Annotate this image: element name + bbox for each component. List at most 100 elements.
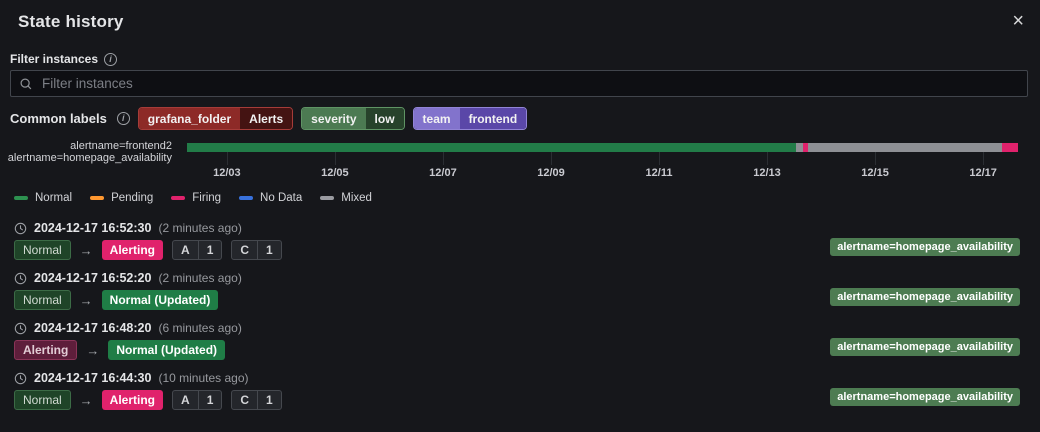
legend-swatch-icon [14, 196, 28, 200]
timeline-tick-lines [187, 152, 1018, 165]
state-from-badge: Normal [14, 290, 71, 310]
label-badge-key: team [413, 108, 460, 129]
legend-item: Mixed [320, 192, 372, 204]
query-counter-badge: C 1 [231, 390, 282, 410]
legend-item: Normal [14, 192, 72, 204]
entry-relative-time: (6 minutes ago) [158, 321, 242, 335]
state-history-list: 2024-12-17 16:52:30 (2 minutes ago) Norm… [14, 218, 1020, 418]
axis-tick-label: 12/05 [321, 167, 349, 179]
legend-label: Mixed [341, 192, 372, 204]
arrow-right-icon: → [79, 292, 93, 308]
legend-label: Pending [111, 192, 154, 204]
history-entry: 2024-12-17 16:52:30 (2 minutes ago) Norm… [14, 218, 1020, 268]
filter-instances-label-text: Filter instances [10, 52, 99, 66]
axis-tick-label: 12/17 [969, 167, 997, 179]
legend-swatch-icon [171, 196, 186, 200]
label-badge-value: frontend [459, 108, 527, 129]
history-entry: 2024-12-17 16:52:20 (2 minutes ago) Norm… [14, 268, 1020, 318]
entry-relative-time: (10 minutes ago) [158, 371, 249, 385]
entry-relative-time: (2 minutes ago) [158, 221, 242, 235]
state-to-badge: Normal (Updated) [108, 340, 226, 360]
label-badge: team frontend [412, 107, 528, 130]
legend-item: Pending [90, 192, 153, 204]
counter-value: 1 [197, 241, 222, 259]
entry-transition: Alerting → Normal (Updated) [14, 340, 1020, 360]
state-from-badge: Normal [14, 240, 71, 260]
page-title: State history [18, 12, 124, 31]
entry-header: 2024-12-17 16:52:30 (2 minutes ago) [14, 218, 1020, 235]
state-to-badge: Normal (Updated) [101, 290, 219, 310]
instance-label-badge: alertname=homepage_availability [830, 238, 1020, 256]
label-badge: grafana_folder Alerts [137, 107, 294, 130]
timeline-segment-firing [1001, 143, 1018, 152]
timeline-segment-mixed [796, 143, 804, 152]
timeline-axis-labels: 12/03 12/05 12/07 12/09 12/11 12/13 12/15 12/17 [187, 167, 1018, 181]
legend-label: Firing [192, 192, 222, 204]
state-from-badge: Normal [14, 390, 71, 410]
state-from-badge: Alerting [14, 340, 78, 360]
instance-label-badge: alertname=homepage_availability [830, 338, 1020, 356]
entry-header: 2024-12-17 16:44:30 (10 minutes ago) [14, 368, 1020, 385]
axis-tick-label: 12/09 [537, 167, 565, 179]
entry-relative-time: (2 minutes ago) [158, 271, 242, 285]
legend-item: No Data [239, 192, 302, 204]
info-icon[interactable]: i [104, 52, 118, 66]
filter-instances-input[interactable] [40, 75, 1019, 92]
timeline-segment-firing [803, 143, 809, 152]
history-entry: 2024-12-17 16:44:30 (10 minutes ago) Nor… [14, 368, 1020, 418]
arrow-right-icon: → [79, 242, 93, 258]
query-counter-badge: A 1 [172, 240, 223, 260]
state-timeline-chart[interactable]: alertname=frontend2 alertname=homepage_a… [0, 138, 1040, 186]
label-badge-key: grafana_folder [138, 108, 241, 129]
history-entry: 2024-12-17 16:48:20 (6 minutes ago) Aler… [14, 318, 1020, 368]
counter-value: 1 [197, 391, 222, 409]
counter-value: 1 [257, 241, 281, 259]
axis-tick-line [226, 152, 228, 165]
counter-key: A [181, 243, 190, 257]
axis-tick-label: 12/13 [753, 167, 781, 179]
timeline-bar[interactable] [187, 143, 1018, 152]
axis-tick-line [550, 152, 552, 165]
label-badge: severity low [301, 107, 405, 130]
state-to-badge: Alerting [101, 390, 164, 410]
clock-icon [14, 322, 27, 335]
axis-tick-line [334, 152, 336, 165]
close-icon[interactable]: × [1012, 10, 1024, 32]
filter-instances-input-wrap[interactable] [10, 70, 1028, 97]
arrow-right-icon: → [79, 392, 93, 408]
legend-swatch-icon [90, 196, 105, 200]
info-icon[interactable]: i [116, 112, 130, 125]
entry-transition: Normal → Alerting A 1 C 1 [14, 390, 1020, 410]
search-icon [19, 77, 33, 91]
filter-instances-label: Filter instances i [10, 52, 118, 66]
axis-tick-line [442, 152, 444, 165]
axis-tick-line [983, 152, 985, 165]
arrow-right-icon: → [86, 342, 100, 358]
axis-tick-label: 12/15 [861, 167, 889, 179]
counter-value: 1 [257, 391, 281, 409]
common-labels-title: Common labels [10, 111, 107, 126]
label-badge-value: low [365, 108, 404, 129]
timeline-row-labels: alertname=frontend2 alertname=homepage_a… [0, 140, 172, 164]
entry-header: 2024-12-17 16:48:20 (6 minutes ago) [14, 318, 1020, 335]
legend-item: Firing [171, 192, 221, 204]
axis-tick-label: 12/07 [429, 167, 457, 179]
entry-timestamp: 2024-12-17 16:52:20 [34, 271, 152, 285]
clock-icon [14, 272, 27, 285]
query-counter-badge: A 1 [172, 390, 223, 410]
timeline-row-label: alertname=homepage_availability [7, 152, 172, 164]
entry-timestamp: 2024-12-17 16:52:30 [34, 221, 152, 235]
timeline-row-label: alertname=frontend2 [70, 140, 172, 152]
axis-tick-line [767, 152, 769, 165]
axis-tick-label: 12/11 [645, 167, 673, 179]
common-labels-row: Common labels i grafana_folder Alerts seve… [10, 107, 528, 130]
clock-icon [14, 372, 27, 385]
state-to-badge: Alerting [101, 240, 164, 260]
timeline-segment-mixed [808, 143, 1002, 152]
axis-tick-line [875, 152, 877, 165]
query-counter-badge: C 1 [231, 240, 282, 260]
axis-tick-line [659, 152, 660, 165]
clock-icon [14, 222, 27, 235]
common-labels-badges: grafana_folder Alerts severity low team front… [137, 107, 528, 130]
legend-label: Normal [35, 192, 73, 204]
